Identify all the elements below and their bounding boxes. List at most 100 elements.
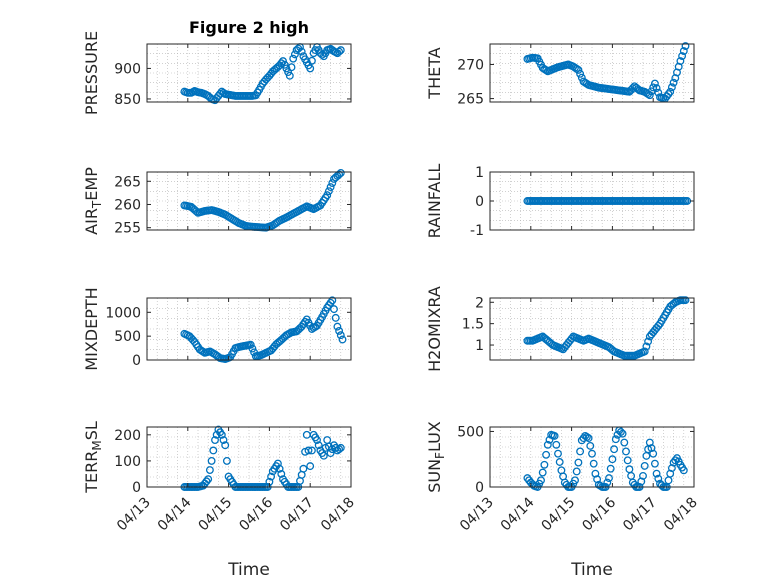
data-point [605, 474, 613, 483]
data-point [319, 451, 328, 460]
y-tick-label: 500 [114, 329, 141, 345]
panel-terr-msl: 0 100 200 04/13 04/14 04/15 04/16 04/17 04/18 Tim… [82, 421, 358, 580]
data-point [650, 79, 659, 88]
data-point [574, 458, 583, 467]
panel-theta: 265 270 THETA [425, 42, 695, 108]
data-point [211, 436, 219, 444]
axes-box [489, 426, 695, 488]
data-point [671, 456, 680, 465]
y-tick-label: 1 [475, 165, 484, 181]
data-point [338, 335, 347, 344]
data-point [335, 47, 344, 56]
data-point [589, 459, 598, 468]
data-point [306, 462, 315, 471]
data-point [640, 347, 649, 356]
panel-pressure: 850 900 PRESSURE Figure 2 high [82, 18, 352, 115]
data-point [333, 322, 342, 331]
data-point [314, 441, 323, 450]
data-point [246, 340, 255, 349]
x-tick-label: 04/16 [236, 494, 276, 534]
y-tick-label: 1 [475, 338, 484, 354]
axes-box [146, 43, 352, 103]
panel-sun-flux: 0 500 04/13 04/14 04/15 04/16 04/17 04/18 Time SU… [425, 421, 701, 580]
x-tick-label: 04/14 [498, 494, 538, 534]
data-point [326, 449, 335, 458]
y-tick-label: 260 [114, 197, 141, 213]
x-tick-label: 04/17 [277, 495, 317, 535]
y-tick-label: 500 [457, 424, 484, 440]
data-point [307, 56, 316, 65]
data-point [678, 52, 687, 61]
data-point [623, 456, 632, 465]
y-tick-label: 900 [114, 61, 141, 77]
y-tick-label: 200 [114, 428, 141, 444]
chart-title: Figure 2 high [189, 18, 309, 37]
data-point [336, 168, 345, 177]
y-axis-label: TERRMSL [82, 421, 104, 494]
data-point [304, 446, 313, 455]
x-axis-label: Time [570, 560, 613, 580]
data-point [331, 313, 340, 322]
data-point [596, 481, 605, 490]
y-axis-label: AIRTEMP [82, 167, 104, 235]
data-point [221, 441, 230, 450]
data-point [285, 71, 294, 80]
data-point [652, 469, 661, 478]
data-point [207, 456, 216, 465]
x-tick-label: 04/14 [155, 494, 195, 534]
data-point [676, 57, 685, 66]
data-point [620, 438, 629, 447]
data-point [649, 83, 658, 92]
y-tick-label: 270 [457, 57, 484, 73]
data-point [289, 54, 298, 63]
data-point [640, 461, 649, 470]
data-point [550, 431, 559, 440]
data-point [330, 305, 338, 314]
data-point [555, 458, 564, 466]
data-point [542, 450, 551, 459]
data-point [267, 472, 276, 481]
data-point [280, 60, 289, 69]
data-point [335, 170, 344, 179]
y-tick-label: 1000 [105, 305, 141, 321]
panel-h2omixra: 1 1.5 2 H2OMIXRA [425, 286, 695, 372]
y-tick-label: 2 [475, 295, 484, 311]
data-point [222, 456, 231, 465]
data-point [622, 447, 630, 456]
data-point [572, 467, 581, 476]
axes-box [489, 43, 695, 103]
data-point [299, 464, 308, 473]
y-tick-label: 0 [132, 353, 141, 369]
axes-box [146, 171, 352, 231]
data-point [654, 474, 663, 483]
data-point [606, 464, 615, 473]
data-point [574, 65, 583, 74]
panel-rainfall: -1 0 1 RAINFALL [425, 164, 695, 239]
data-point [323, 191, 332, 200]
data-point [336, 331, 345, 340]
data-point [611, 435, 620, 444]
data-point [667, 83, 676, 92]
y-tick-label: 850 [114, 92, 141, 108]
data-point [603, 478, 612, 487]
data-point [649, 449, 658, 458]
data-point [307, 446, 316, 455]
data-point [642, 342, 651, 351]
y-tick-label: 0 [132, 480, 141, 496]
data-point [669, 78, 678, 87]
data-point [324, 187, 333, 196]
x-tick-label: 04/16 [579, 494, 619, 534]
data-point [652, 84, 661, 93]
y-tick-label: -1 [470, 223, 484, 239]
data-point [679, 466, 688, 475]
data-point [326, 183, 335, 192]
data-point [681, 296, 690, 305]
panel-air-temp: 255 260 265 AIRTEMP [82, 167, 352, 237]
data-point [576, 69, 585, 78]
data-point [313, 436, 321, 444]
data-point [335, 326, 344, 335]
data-point [628, 84, 637, 93]
y-tick-label: 100 [114, 454, 141, 470]
data-point [666, 87, 675, 96]
